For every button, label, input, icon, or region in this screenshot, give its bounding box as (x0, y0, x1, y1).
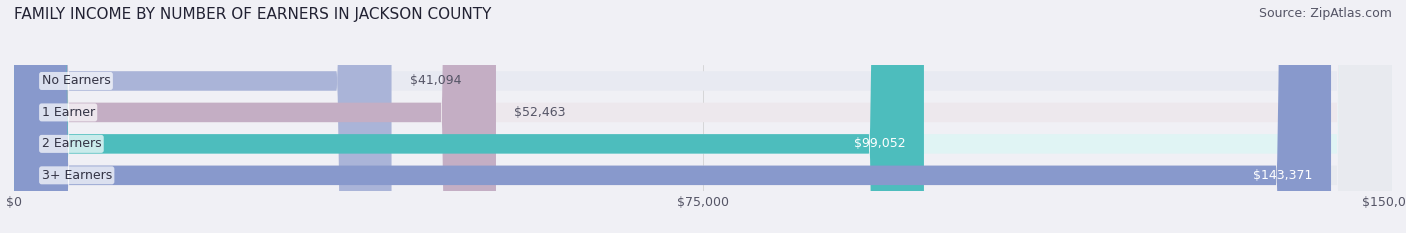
FancyBboxPatch shape (14, 0, 1392, 233)
FancyBboxPatch shape (14, 0, 1392, 233)
Text: 1 Earner: 1 Earner (42, 106, 94, 119)
FancyBboxPatch shape (14, 0, 1392, 233)
FancyBboxPatch shape (14, 0, 1331, 233)
FancyBboxPatch shape (14, 0, 391, 233)
Text: 2 Earners: 2 Earners (42, 137, 101, 150)
Text: Source: ZipAtlas.com: Source: ZipAtlas.com (1258, 7, 1392, 20)
Text: 3+ Earners: 3+ Earners (42, 169, 112, 182)
Text: $52,463: $52,463 (515, 106, 565, 119)
Text: $99,052: $99,052 (853, 137, 905, 150)
FancyBboxPatch shape (14, 0, 924, 233)
Text: $143,371: $143,371 (1253, 169, 1313, 182)
Text: No Earners: No Earners (42, 75, 110, 87)
FancyBboxPatch shape (14, 0, 496, 233)
Text: $41,094: $41,094 (411, 75, 461, 87)
FancyBboxPatch shape (14, 0, 1392, 233)
Text: FAMILY INCOME BY NUMBER OF EARNERS IN JACKSON COUNTY: FAMILY INCOME BY NUMBER OF EARNERS IN JA… (14, 7, 492, 22)
